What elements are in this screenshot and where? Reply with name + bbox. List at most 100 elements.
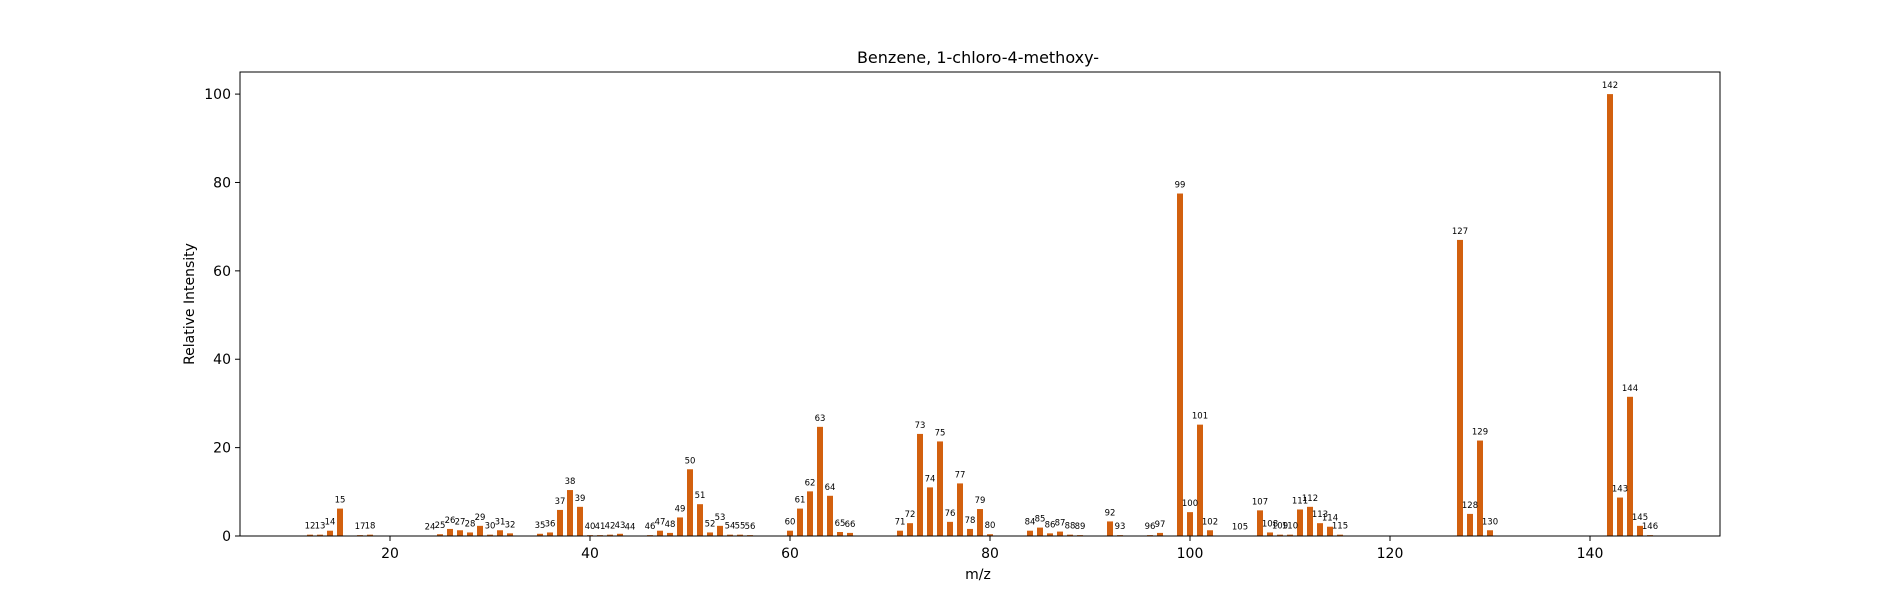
chart-title: Benzene, 1-chloro-4-methoxy- bbox=[857, 48, 1099, 67]
bar-mz-28 bbox=[467, 532, 473, 536]
y-tick-label-80: 80 bbox=[213, 175, 231, 191]
bar-mz-78 bbox=[967, 529, 973, 536]
bar-mz-65 bbox=[837, 532, 843, 536]
bar-mz-128 bbox=[1467, 514, 1473, 536]
bar-label-mz-143: 143 bbox=[1612, 485, 1628, 495]
bar-label-mz-115: 115 bbox=[1332, 522, 1348, 532]
bar-label-mz-76: 76 bbox=[945, 509, 956, 519]
bar-label-mz-63: 63 bbox=[815, 414, 826, 424]
y-tick-label-40: 40 bbox=[213, 352, 231, 368]
y-axis-label: Relative Intensity bbox=[182, 243, 198, 365]
bar-label-mz-77: 77 bbox=[955, 470, 966, 480]
bar-label-mz-15: 15 bbox=[335, 496, 346, 506]
bar-label-mz-142: 142 bbox=[1602, 81, 1618, 91]
bars-group bbox=[307, 94, 1653, 536]
bar-mz-14 bbox=[327, 531, 333, 536]
bar-label-mz-78: 78 bbox=[965, 516, 976, 526]
y-tick-label-100: 100 bbox=[204, 87, 231, 103]
bar-label-mz-64: 64 bbox=[825, 483, 836, 493]
bar-mz-72 bbox=[907, 523, 913, 536]
bar-mz-85 bbox=[1037, 528, 1043, 536]
bar-mz-37 bbox=[557, 510, 563, 536]
bar-mz-76 bbox=[947, 522, 953, 536]
bar-mz-53 bbox=[717, 526, 723, 536]
bar-mz-49 bbox=[677, 517, 683, 536]
bar-label-mz-62: 62 bbox=[805, 478, 816, 488]
plot-frame bbox=[240, 72, 1720, 536]
bar-mz-71 bbox=[897, 531, 903, 536]
bar-label-mz-102: 102 bbox=[1202, 517, 1218, 527]
bar-mz-77 bbox=[957, 483, 963, 536]
bar-mz-60 bbox=[787, 531, 793, 536]
bar-label-mz-107: 107 bbox=[1252, 497, 1268, 507]
bar-mz-130 bbox=[1487, 530, 1493, 536]
bar-label-mz-99: 99 bbox=[1175, 181, 1186, 191]
bar-mz-142 bbox=[1607, 94, 1613, 536]
bar-mz-84 bbox=[1027, 531, 1033, 536]
bar-label-mz-72: 72 bbox=[905, 510, 916, 520]
bar-label-mz-61: 61 bbox=[795, 496, 806, 506]
bar-mz-87 bbox=[1057, 532, 1063, 536]
bar-label-mz-14: 14 bbox=[325, 518, 336, 528]
bar-label-mz-110: 110 bbox=[1282, 522, 1298, 532]
x-tick-label-120: 120 bbox=[1377, 546, 1404, 562]
bar-label-mz-74: 74 bbox=[925, 474, 936, 484]
bar-label-mz-48: 48 bbox=[665, 520, 676, 530]
x-tick-label-40: 40 bbox=[581, 546, 599, 562]
bar-mz-108 bbox=[1267, 532, 1273, 536]
bar-label-mz-60: 60 bbox=[785, 518, 796, 528]
bar-mz-143 bbox=[1617, 498, 1623, 536]
bar-label-mz-75: 75 bbox=[935, 428, 946, 438]
x-tick-label-140: 140 bbox=[1577, 546, 1604, 562]
bar-mz-38 bbox=[567, 490, 573, 536]
bar-label-mz-44: 44 bbox=[625, 523, 636, 533]
bar-mz-75 bbox=[937, 441, 943, 536]
bar-mz-51 bbox=[697, 504, 703, 536]
bar-mz-27 bbox=[457, 530, 463, 536]
y-tick-label-20: 20 bbox=[213, 441, 231, 457]
bar-mz-26 bbox=[447, 529, 453, 536]
bar-label-mz-112: 112 bbox=[1302, 494, 1318, 504]
bar-label-mz-144: 144 bbox=[1622, 384, 1638, 394]
bar-label-mz-89: 89 bbox=[1075, 522, 1086, 532]
bar-mz-74 bbox=[927, 487, 933, 536]
bar-mz-47 bbox=[657, 531, 663, 536]
bar-mz-73 bbox=[917, 434, 923, 536]
bar-label-mz-51: 51 bbox=[695, 491, 706, 501]
bar-mz-39 bbox=[577, 507, 583, 536]
bar-label-mz-92: 92 bbox=[1105, 508, 1116, 518]
bar-label-mz-129: 129 bbox=[1472, 428, 1488, 438]
y-tick-label-0: 0 bbox=[222, 529, 231, 545]
bar-mz-63 bbox=[817, 427, 823, 536]
x-tick-label-80: 80 bbox=[981, 546, 999, 562]
bar-label-mz-105: 105 bbox=[1232, 523, 1248, 533]
bar-label-mz-49: 49 bbox=[675, 504, 686, 514]
x-tick-label-100: 100 bbox=[1177, 546, 1204, 562]
bar-mz-102 bbox=[1207, 530, 1213, 536]
bar-mz-61 bbox=[797, 509, 803, 536]
bar-mz-36 bbox=[547, 532, 553, 536]
bar-mz-62 bbox=[807, 491, 813, 536]
bar-label-mz-79: 79 bbox=[975, 496, 986, 506]
y-tick-label-60: 60 bbox=[213, 264, 231, 280]
bar-label-mz-36: 36 bbox=[545, 519, 556, 529]
bar-label-mz-38: 38 bbox=[565, 477, 576, 487]
bar-label-mz-128: 128 bbox=[1462, 501, 1478, 511]
bar-mz-29 bbox=[477, 526, 483, 536]
bar-mz-99 bbox=[1177, 194, 1183, 536]
bar-label-mz-66: 66 bbox=[845, 520, 856, 530]
bar-mz-15 bbox=[337, 509, 343, 536]
bar-label-mz-18: 18 bbox=[365, 522, 376, 532]
bar-label-mz-127: 127 bbox=[1452, 227, 1468, 237]
bar-mz-113 bbox=[1317, 523, 1323, 536]
bar-label-mz-130: 130 bbox=[1482, 517, 1498, 527]
bar-label-mz-50: 50 bbox=[685, 456, 696, 466]
bar-label-mz-97: 97 bbox=[1155, 520, 1166, 530]
x-tick-label-60: 60 bbox=[781, 546, 799, 562]
bar-label-mz-93: 93 bbox=[1115, 522, 1126, 532]
bar-label-mz-37: 37 bbox=[555, 497, 566, 507]
